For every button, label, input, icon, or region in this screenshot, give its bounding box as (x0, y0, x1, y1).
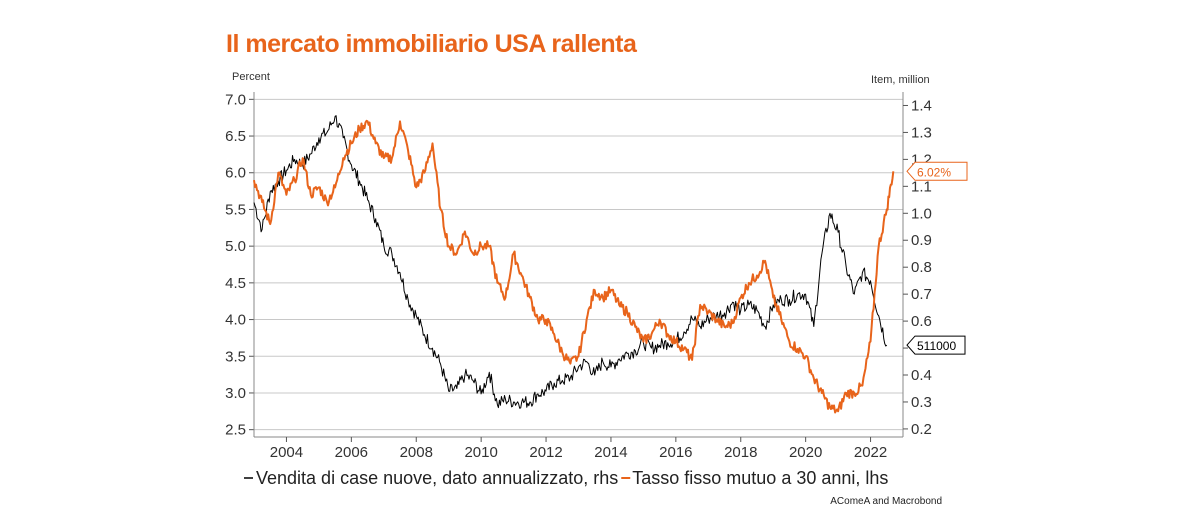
left-tick-label: 6.5 (225, 128, 246, 145)
source-note: AComeA and Macrobond (830, 496, 942, 507)
x-tick-label: 2014 (594, 444, 627, 461)
right-tick-label: 0.8 (911, 259, 932, 276)
x-tick-label: 2016 (659, 444, 692, 461)
left-tick-label: 4.0 (225, 312, 246, 329)
chart-title: Il mercato immobiliario USA rallenta (226, 30, 637, 58)
right-tick-label: 1.3 (911, 124, 932, 141)
right-tick-label: 1.4 (911, 97, 932, 114)
right-tick-label: 0.4 (911, 367, 932, 384)
right-tick-label: 0.7 (911, 286, 932, 303)
right-tick-label: 1.0 (911, 205, 932, 222)
x-tick-label: 2006 (335, 444, 368, 461)
x-tick-label: 2010 (464, 444, 497, 461)
end-label-box-house-sales (906, 335, 966, 355)
left-tick-label: 4.5 (225, 275, 246, 292)
legend: Vendita di case nuove, dato annualizzato… (244, 468, 888, 488)
left-tick-label: 7.0 (225, 91, 246, 108)
legend-label-mortgage-rate: Tasso fisso mutuo a 30 anni, lhs (632, 468, 888, 488)
left-tick-label: 2.5 (225, 422, 246, 439)
series-line-house-sales (253, 115, 888, 409)
right-tick-label: 0.3 (911, 394, 932, 411)
left-tick-label: 5.0 (225, 238, 246, 255)
x-tick-label: 2020 (789, 444, 822, 461)
x-tick-label: 2022 (854, 444, 887, 461)
x-tick-label: 2004 (270, 444, 303, 461)
x-tick-label: 2012 (529, 444, 562, 461)
end-label-mortgage-rate: 6.02% (917, 165, 951, 179)
left-tick-label: 6.0 (225, 165, 246, 182)
left-tick-label: 5.5 (225, 201, 246, 218)
right-tick-label: 1.1 (911, 178, 932, 195)
right-tick-label: 0.2 (911, 421, 932, 438)
x-axis: 2004 2006 2008 2010 2012 2014 2016 2018 2020 2022 (254, 436, 903, 461)
x-tick-label: 2008 (400, 444, 433, 461)
left-tick-label: 3.0 (225, 385, 246, 402)
series-lines (253, 115, 895, 414)
right-tick-label: 0.9 (911, 232, 932, 249)
right-axis: Item, million 0.20.30.40.50.60.70.80.91.… (871, 74, 932, 438)
end-label-house-sales: 511000 (917, 339, 956, 353)
left-axis-unit: Percent (232, 71, 270, 83)
left-tick-label: 3.5 (225, 348, 246, 365)
legend-label-house-sales: Vendita di case nuove, dato annualizzato… (256, 468, 618, 488)
grid-lines (254, 98, 903, 431)
series-line-mortgage-rate (253, 119, 895, 414)
right-tick-label: 0.6 (911, 313, 932, 330)
end-label-box-mortgage-rate (906, 161, 968, 181)
x-tick-label: 2018 (724, 444, 757, 461)
left-axis: Percent 2.5 3.0 3.5 4.0 4.5 5.0 5.5 6.0 6.5 7.0 (225, 71, 270, 439)
right-axis-unit: Item, million (871, 74, 930, 86)
end-labels: 6.02% 511000 (906, 161, 968, 355)
